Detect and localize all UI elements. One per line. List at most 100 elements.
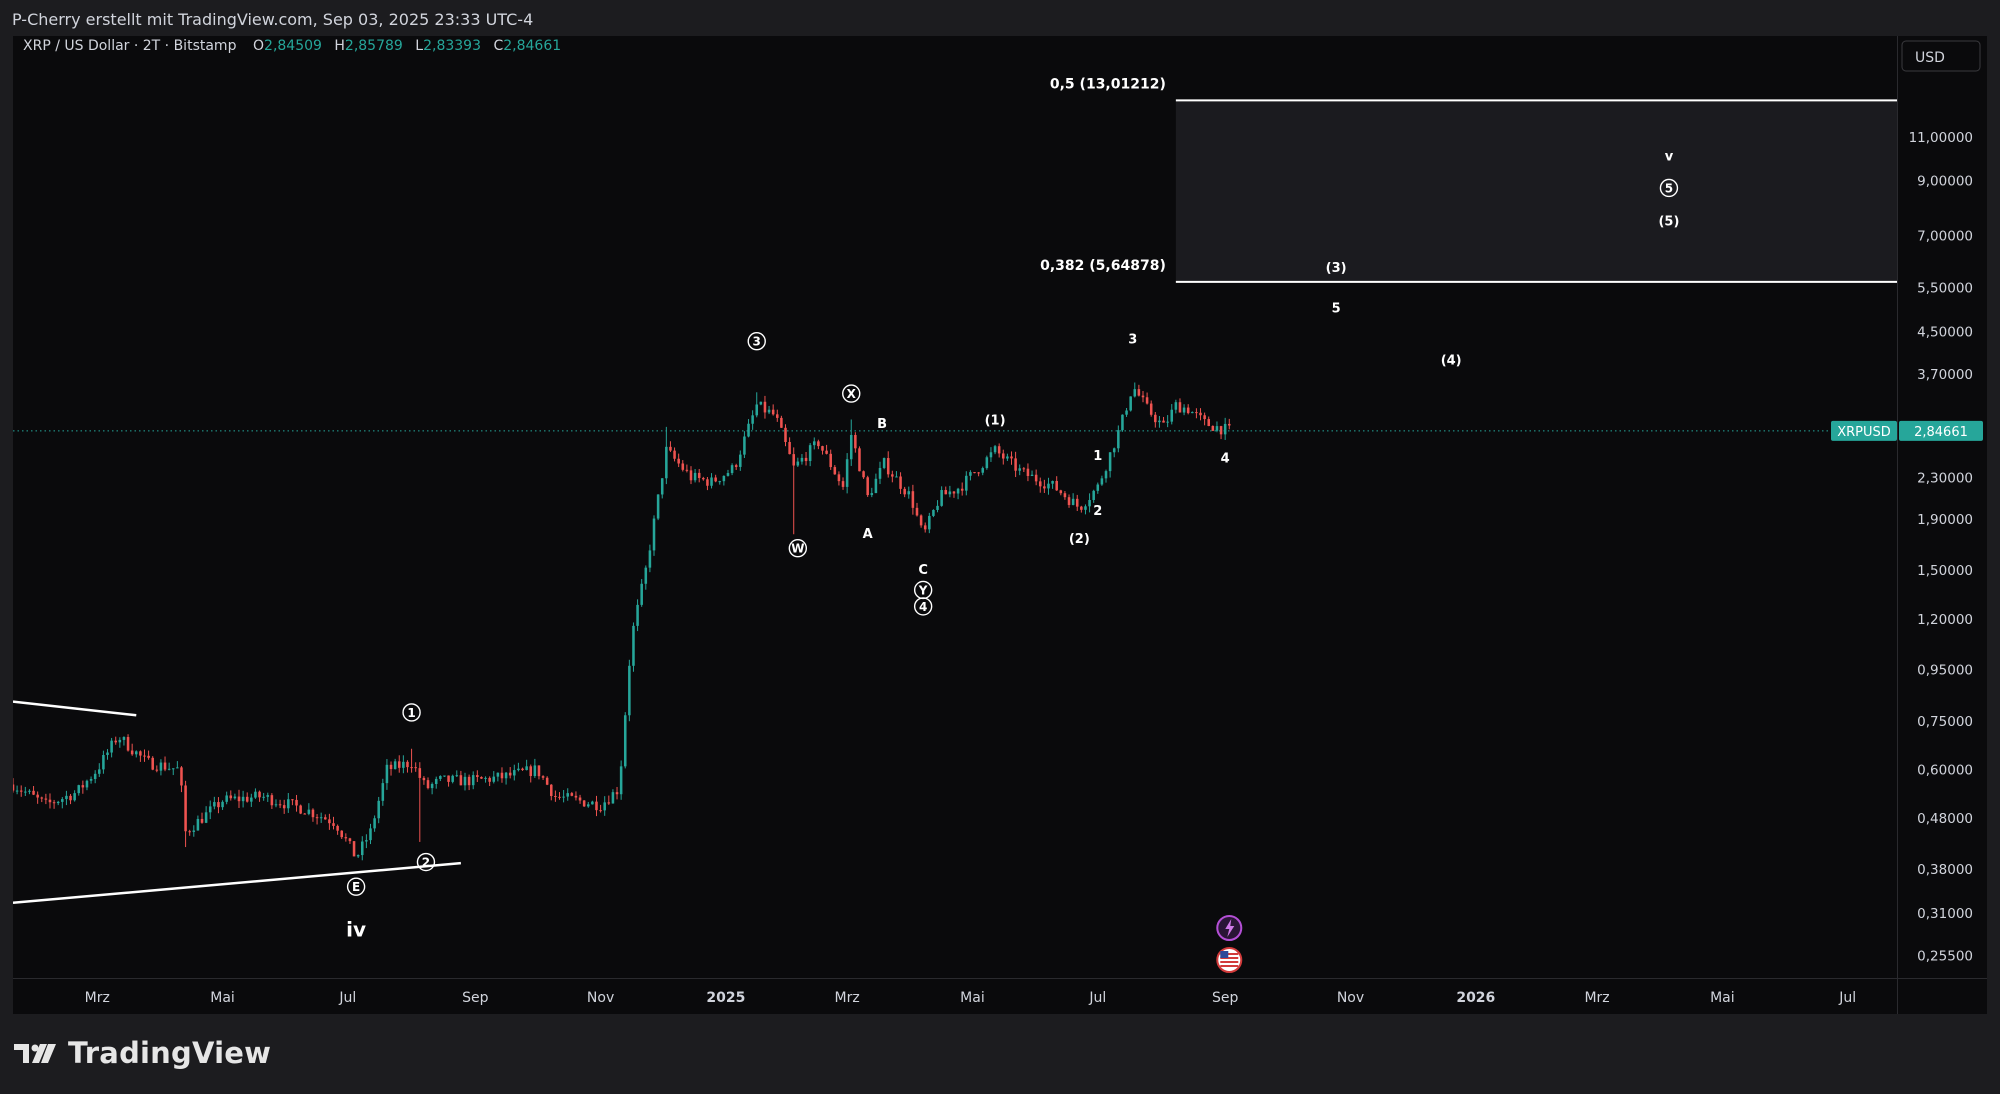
wave-label[interactable]: iv [346, 917, 366, 941]
candle-body [48, 799, 52, 803]
candle-body [759, 401, 763, 405]
candle-body [936, 505, 939, 510]
wave-label[interactable]: (2) [1069, 532, 1090, 547]
candle-body [780, 417, 783, 428]
wave-label[interactable]: 4 [919, 600, 927, 614]
candle-body [591, 801, 594, 805]
candle-body [147, 755, 150, 758]
candle-body [648, 550, 652, 568]
candle-body [1129, 396, 1132, 411]
candle-body [960, 488, 964, 491]
currency-button[interactable]: USD [1901, 40, 1981, 72]
symbol-title: XRP / US Dollar · 2T · Bitstamp [23, 38, 237, 54]
wave-label[interactable]: 4 [1221, 451, 1230, 466]
y-tick-label: 0,60000 [1917, 762, 1973, 778]
candle-body [171, 768, 175, 770]
candle-body [32, 790, 35, 795]
y-tick-label: 0,75000 [1917, 714, 1973, 730]
x-tick-label: Mrz [835, 990, 860, 1006]
candle-body [915, 507, 919, 516]
candle-body [1071, 498, 1075, 505]
candle-body [262, 796, 265, 798]
candle-body [406, 761, 409, 768]
wave-label[interactable]: (3) [1326, 261, 1347, 276]
us-flag-icon[interactable] [1216, 947, 1243, 973]
symbol-tag-label: XRPUSD [1837, 425, 1891, 440]
candle-body [697, 472, 701, 478]
candle-body [1010, 456, 1013, 459]
wave-label[interactable]: 2 [422, 856, 430, 870]
wave-label[interactable]: 3 [753, 335, 761, 349]
x-tick-label: Mai [1710, 990, 1735, 1006]
candle-body [1133, 389, 1137, 397]
candle-body [422, 777, 426, 781]
price-chart[interactable]: 0,5 (13,01212) 0,382 (5,64878) 1 2 Eiv 3 W X B A… [13, 36, 1987, 1014]
wave-label[interactable]: 1 [407, 706, 415, 720]
candle-body [430, 783, 434, 789]
candle-body [513, 770, 516, 776]
x-tick-label: Jul [1838, 990, 1856, 1006]
wave-label[interactable]: X [847, 387, 857, 401]
candle-body [237, 796, 241, 802]
candle-body [377, 800, 380, 819]
candle-body [574, 795, 578, 798]
wave-label[interactable]: 5 [1332, 302, 1341, 317]
candle-body [541, 776, 545, 778]
wave-label[interactable]: 1 [1093, 449, 1102, 464]
wave-label[interactable]: 3 [1128, 333, 1137, 348]
wave-label[interactable]: B [877, 417, 887, 432]
wave-label[interactable]: C [918, 563, 928, 578]
trend-line[interactable] [13, 700, 137, 717]
y-tick-label: 4,50000 [1917, 324, 1973, 340]
candle-body [792, 454, 795, 466]
x-tick-label: Jul [338, 990, 356, 1006]
candle-body [241, 796, 245, 802]
currency-button-label[interactable]: USD [1915, 50, 1945, 66]
candle-body [369, 828, 372, 841]
wave-label[interactable]: v [1665, 150, 1674, 165]
x-tick-label: 2025 [706, 990, 745, 1006]
candle-body [1199, 412, 1202, 416]
wave-label[interactable]: W [791, 542, 804, 556]
candle-body [365, 840, 368, 842]
candle-body [163, 762, 167, 770]
candle-body [332, 823, 335, 826]
candle-body [895, 476, 898, 478]
wave-label[interactable]: (5) [1658, 214, 1679, 229]
wave-label[interactable]: E [352, 880, 360, 894]
candle-body [1141, 395, 1145, 398]
ohlc-open-value: 2,84509 [264, 38, 322, 54]
candle-body [500, 772, 504, 779]
currency-button-box[interactable] [1901, 40, 1981, 72]
candle-body [426, 780, 430, 789]
candle-body [93, 773, 97, 779]
candle-body [467, 776, 471, 786]
candles-layer [13, 382, 1231, 861]
last-price-tag [1899, 420, 1983, 441]
wave-label[interactable]: A [863, 527, 873, 542]
candle-body [1174, 402, 1178, 410]
candle-body [315, 817, 319, 819]
wave-label[interactable]: Y [918, 583, 928, 597]
candle-body [706, 479, 709, 486]
candle-body [1022, 468, 1026, 470]
candle-body [821, 446, 824, 451]
wave-label[interactable]: 2 [1093, 504, 1102, 519]
candle-body [718, 481, 722, 483]
candle-body [952, 491, 956, 494]
lightning-icon[interactable] [1216, 915, 1243, 941]
trend-line[interactable] [13, 861, 461, 905]
candle-body [414, 767, 417, 769]
y-tick-label: 7,00000 [1917, 228, 1973, 244]
candle-body [40, 797, 44, 799]
wave-label[interactable]: (1) [985, 414, 1006, 429]
candle-body [278, 804, 282, 806]
candle-body [1215, 426, 1219, 431]
ohlc-low-value: 2,83393 [423, 38, 481, 54]
wave-label[interactable]: (4) [1441, 354, 1462, 369]
tradingview-logo[interactable]: TradingView [14, 1036, 271, 1070]
candle-body [767, 409, 771, 413]
wave-label[interactable]: 5 [1665, 181, 1673, 195]
candle-body [763, 401, 767, 413]
